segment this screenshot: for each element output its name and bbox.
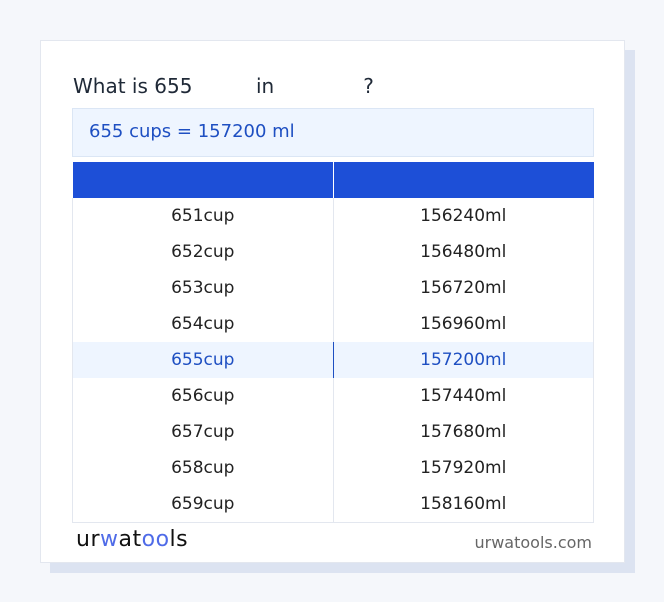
ml-cell: 157200ml — [332, 342, 594, 378]
cups-cell: 653cup — [72, 270, 334, 306]
ml-cell: 157440ml — [332, 378, 594, 414]
cups-cell: 656cup — [72, 378, 334, 414]
conversion-table: 651cup 156240ml 652cup 156480ml 653cup 156720… — [72, 162, 594, 523]
result-box: 655 cups = 157200 ml — [72, 108, 594, 157]
table-row: 654cup 156960ml — [72, 306, 594, 342]
table-row: 658cup 157920ml — [72, 450, 594, 486]
cups-cell: 652cup — [72, 234, 334, 270]
cups-cell: 651cup — [72, 198, 334, 234]
cups-cell: 658cup — [72, 450, 334, 486]
cups-cell: 655cup — [72, 342, 334, 378]
table-row: 652cup 156480ml — [72, 234, 594, 270]
table-row: 653cup 156720ml — [72, 270, 594, 306]
table-row: 656cup 157440ml — [72, 378, 594, 414]
title-mid: in — [256, 74, 275, 98]
ml-cell: 156720ml — [332, 270, 594, 306]
ml-cell: 156960ml — [332, 306, 594, 342]
ml-cell: 156480ml — [332, 234, 594, 270]
converter-card: What is 655 in ? 655 cups = 157200 ml 65… — [40, 40, 625, 563]
ml-cell: 158160ml — [332, 486, 594, 523]
ml-cell: 157680ml — [332, 414, 594, 450]
ml-cell: 157920ml — [332, 450, 594, 486]
table-row: 657cup 157680ml — [72, 414, 594, 450]
cups-cell: 657cup — [72, 414, 334, 450]
site-link[interactable]: urwatools.com — [474, 533, 593, 552]
question-title: What is 655 in ? — [73, 74, 374, 98]
table-row: 655cup 157200ml — [72, 342, 594, 378]
title-prefix: What is 655 — [73, 74, 193, 98]
cups-cell: 659cup — [72, 486, 334, 523]
urwatools-logo[interactable]: urwatools — [76, 527, 189, 552]
table-row: 659cup 158160ml — [72, 486, 594, 523]
table-row: 651cup 156240ml — [72, 198, 594, 234]
header-cups — [72, 162, 334, 198]
ml-cell: 156240ml — [332, 198, 594, 234]
title-suffix: ? — [363, 74, 374, 98]
header-ml — [333, 162, 594, 198]
cups-cell: 654cup — [72, 306, 334, 342]
